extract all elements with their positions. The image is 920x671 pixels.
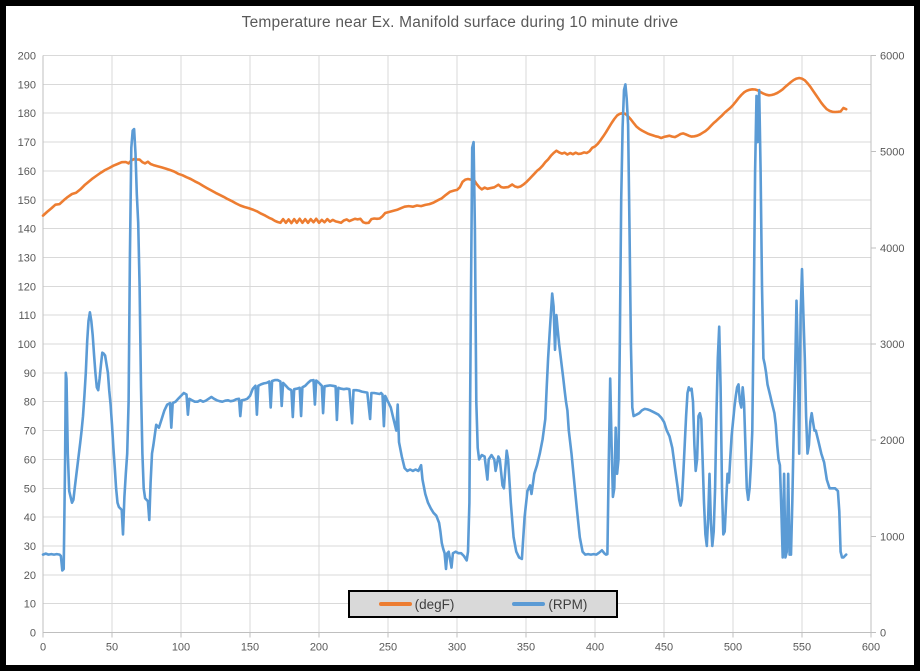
x-tick-label: 450 [655, 642, 673, 654]
y-left-tick-label: 0 [30, 628, 36, 640]
y-left-tick-label: 60 [24, 454, 36, 466]
y-left-tick-label: 130 [18, 252, 36, 264]
chart-canvas: 0 10 20 30 40 50 60 70 80 90 100 110 120 130 140 150 160… [18, 51, 905, 654]
degf-series-swatch [378, 602, 412, 606]
x-tick-label: 0 [40, 642, 46, 654]
y-right-tick-label: 3000 [880, 339, 904, 351]
y-left-tick-label: 150 [18, 195, 36, 207]
series-lines [41, 76, 848, 572]
rpm-series-swatch [512, 602, 546, 606]
y-left-tick-label: 90 [24, 368, 36, 380]
legend-label-rpm: (RPM) [548, 596, 588, 612]
x-tick-label: 50 [106, 642, 118, 654]
chart-area: 0 10 20 30 40 50 60 70 80 90 100 110 120 130 140 150 160… [6, 6, 914, 665]
series-line-rpm[interactable] [41, 83, 848, 572]
x-tick-label: 350 [517, 642, 535, 654]
x-tick-label: 150 [241, 642, 259, 654]
x-tick-label: 400 [586, 642, 604, 654]
y-left-tick-label: 30 [24, 541, 36, 553]
axes [42, 55, 876, 638]
x-tick-label: 300 [448, 642, 466, 654]
y-left-tick-label: 110 [18, 310, 36, 322]
y-left-tick-label: 200 [18, 51, 36, 63]
x-tick-label: 600 [862, 642, 880, 654]
y-right-tick-label: 0 [880, 628, 886, 640]
y-left-tick-label: 120 [18, 281, 36, 293]
y-left-tick-label: 180 [18, 108, 36, 120]
chart-legend[interactable]: (degF) (RPM) [348, 590, 618, 618]
x-tick-label: 250 [379, 642, 397, 654]
y-left-tick-label: 70 [24, 426, 36, 438]
x-tick-label: 100 [172, 642, 190, 654]
legend-label-degf: (degF) [414, 596, 455, 612]
axis-tick-labels: 0 10 20 30 40 50 60 70 80 90 100 110 120 130 140 150 160… [18, 51, 905, 654]
x-tick-label: 550 [793, 642, 811, 654]
y-left-tick-label: 20 [24, 570, 36, 582]
y-right-tick-label: 4000 [880, 243, 904, 255]
y-left-tick-label: 140 [18, 224, 36, 236]
y-left-tick-label: 160 [18, 166, 36, 178]
y-right-tick-label: 5000 [880, 147, 904, 159]
series-line-degf[interactable] [41, 76, 848, 225]
y-left-tick-label: 100 [18, 339, 36, 351]
y-left-tick-label: 40 [24, 512, 36, 524]
y-left-tick-label: 50 [24, 483, 36, 495]
legend-item-rpm[interactable]: (RPM) [512, 597, 587, 612]
gridlines [42, 55, 872, 633]
y-left-tick-label: 190 [18, 79, 36, 91]
y-left-tick-label: 170 [18, 137, 36, 149]
x-tick-label: 500 [724, 642, 742, 654]
y-left-tick-label: 10 [24, 599, 36, 611]
y-right-tick-label: 6000 [880, 51, 904, 63]
y-right-tick-label: 1000 [880, 531, 904, 543]
y-left-tick-label: 80 [24, 397, 36, 409]
legend-item-degf[interactable]: (degF) [378, 596, 455, 612]
chart-title: Temperature near Ex. Manifold surface du… [241, 14, 679, 31]
x-tick-label: 200 [310, 642, 328, 654]
y-right-tick-label: 2000 [880, 435, 904, 447]
